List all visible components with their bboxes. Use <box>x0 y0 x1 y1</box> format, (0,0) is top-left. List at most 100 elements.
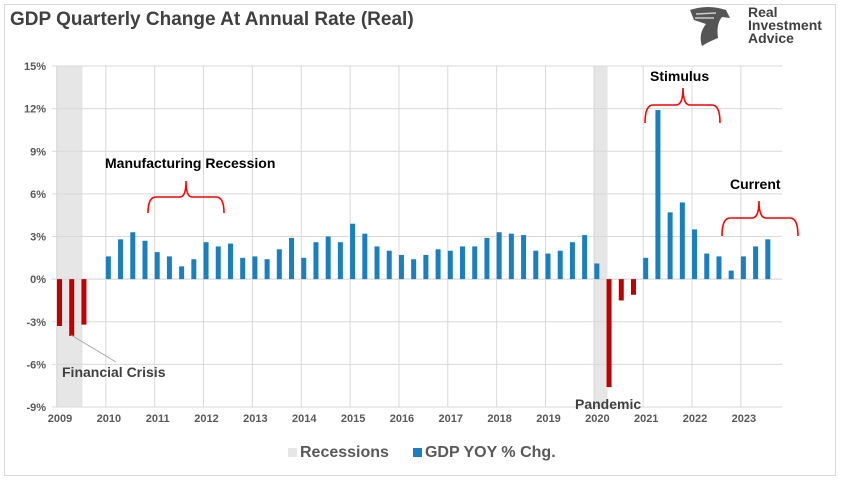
bar <box>411 259 417 280</box>
bar <box>276 249 282 280</box>
bar <box>679 202 685 280</box>
legend: Recessions GDP YOY % Chg. <box>288 444 556 462</box>
bar <box>398 254 404 280</box>
x-tick-label: 2010 <box>97 413 121 425</box>
bar <box>496 232 502 280</box>
chart-title: GDP Quarterly Change At Annual Rate (Rea… <box>10 9 414 30</box>
bar <box>289 237 295 280</box>
x-tick-label: 2018 <box>487 413 511 425</box>
x-tick-label: 2016 <box>390 413 414 425</box>
x-tick-label: 2019 <box>536 413 560 425</box>
y-tick-label: 12% <box>24 104 46 116</box>
x-tick-label: 2014 <box>292 413 317 425</box>
bar <box>435 249 441 280</box>
x-tick-label: 2017 <box>439 413 463 425</box>
bar <box>569 242 575 280</box>
y-tick-label: 15% <box>24 61 46 73</box>
bar <box>630 279 636 295</box>
bar <box>118 239 124 280</box>
bar <box>105 256 111 280</box>
stimulus-bracket <box>644 87 721 124</box>
eagle-logo-icon <box>690 7 730 46</box>
bar <box>313 242 319 280</box>
bar <box>533 250 539 280</box>
x-tick-label: 2013 <box>243 413 267 425</box>
annotation-financial-crisis: Financial Crisis <box>62 364 166 380</box>
bar <box>716 256 722 280</box>
annotation-stimulus: Stimulus <box>650 68 709 84</box>
bar <box>264 259 270 280</box>
x-tick-label: 2021 <box>634 413 658 425</box>
bar <box>447 250 453 280</box>
legend-swatch-recessions <box>288 448 297 457</box>
bar <box>753 246 759 280</box>
bar <box>508 233 514 280</box>
bar <box>765 239 771 280</box>
y-tick-label: 3% <box>30 232 46 244</box>
current-bracket <box>721 200 799 237</box>
logo: Real Investment Advice <box>686 4 836 48</box>
logo-text-1: Real <box>748 4 778 20</box>
bar <box>594 263 600 280</box>
bar <box>423 254 429 280</box>
bar <box>130 232 136 280</box>
bar <box>606 279 612 388</box>
bar <box>545 253 551 280</box>
bar <box>692 229 698 280</box>
annotation-manufacturing-recession: Manufacturing Recession <box>105 155 275 171</box>
bar <box>386 250 392 280</box>
legend-label-gdp: GDP YOY % Chg. <box>424 444 556 461</box>
bar <box>57 279 62 327</box>
bar <box>618 279 624 301</box>
bar <box>521 235 527 280</box>
bar <box>740 256 746 280</box>
bar <box>667 212 673 280</box>
x-tick-label: 2011 <box>146 413 170 425</box>
bar <box>81 279 87 325</box>
bar <box>582 235 588 280</box>
bar <box>325 236 331 280</box>
y-tick-label: 6% <box>30 189 46 201</box>
bar <box>179 266 185 280</box>
manufacturing-bracket <box>147 180 225 214</box>
bar <box>154 252 160 280</box>
bar <box>472 246 478 280</box>
bar <box>191 259 197 280</box>
logo-text-3: Advice <box>748 30 794 46</box>
x-tick-label: 2023 <box>732 413 756 425</box>
bar <box>350 223 356 280</box>
bar <box>362 233 368 280</box>
y-tick-label: 9% <box>30 146 46 158</box>
logo-text-2: Investment <box>748 17 822 33</box>
bar <box>203 242 209 280</box>
financial-crisis-leader-line <box>70 334 117 363</box>
bar <box>215 246 221 280</box>
legend-item-recessions: Recessions <box>288 444 389 462</box>
bar <box>484 237 490 280</box>
legend-label-recessions: Recessions <box>300 444 389 461</box>
chart-frame <box>4 4 836 476</box>
bar <box>166 256 172 280</box>
y-tick-label: 0% <box>30 274 46 286</box>
legend-item-gdp: GDP YOY % Chg. <box>412 444 556 462</box>
bar <box>643 257 649 280</box>
bar <box>374 246 380 280</box>
bar <box>240 257 246 280</box>
x-tick-label: 2020 <box>585 413 609 425</box>
bar <box>704 253 710 280</box>
annotation-pandemic: Pandemic <box>575 396 641 412</box>
bar <box>655 110 661 280</box>
bar <box>337 242 343 280</box>
bar <box>301 257 307 280</box>
bar <box>252 256 258 280</box>
y-tick-label: -3% <box>26 317 46 329</box>
bar <box>142 240 148 280</box>
y-tick-label: -9% <box>26 402 46 414</box>
y-tick-label: -6% <box>26 359 46 371</box>
bar <box>69 279 75 336</box>
x-tick-label: 2015 <box>341 413 365 425</box>
bar <box>728 270 734 280</box>
bar <box>227 243 233 280</box>
bar <box>460 246 466 280</box>
